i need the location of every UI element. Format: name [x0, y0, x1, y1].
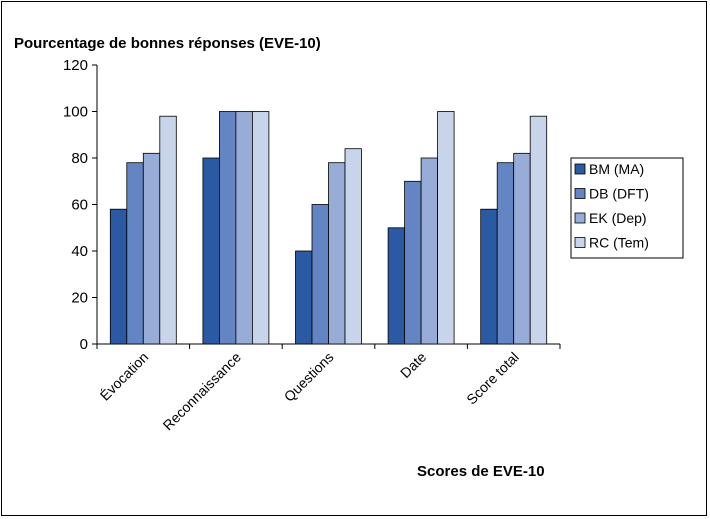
bar-bm-ma-reconnaissance	[202, 157, 220, 345]
x-tick-label-reconnaissance: Reconnaissance	[160, 349, 245, 434]
x-tick-label-evocation: Évocation	[97, 349, 152, 404]
bar-db-dft-evocation	[126, 162, 144, 345]
bar-rc-tem-reconnaissance	[251, 111, 270, 345]
bar-db-dft-score-total	[496, 162, 515, 345]
legend-swatch-ek-dep	[574, 212, 586, 224]
legend-swatch-bm-ma	[574, 163, 586, 175]
bar-rc-tem-score-total	[529, 115, 548, 345]
x-tick-label-score-total: Score total	[463, 349, 522, 408]
bar-bm-ma-evocation	[109, 208, 128, 345]
bar-ek-dep-questions	[328, 162, 346, 345]
bar-bm-ma-questions	[295, 250, 313, 345]
bar-bm-ma-score-total	[480, 208, 498, 345]
bar-db-dft-date	[404, 180, 422, 345]
y-tick-label: 60	[71, 197, 88, 214]
y-tick-label: 100	[63, 104, 88, 121]
plot-area: 0 20 40 60 80 100 120 Évocation Reconnaissance Qu…	[63, 57, 561, 434]
y-tick-label: 40	[71, 243, 88, 260]
legend-label-rc-tem: RC (Tem)	[589, 235, 649, 251]
bar-ek-dep-date	[420, 157, 439, 345]
legend-label-db-dft: DB (DFT)	[589, 186, 649, 202]
bar-rc-tem-evocation	[159, 115, 177, 345]
legend-swatch-rc-tem	[574, 237, 586, 248]
legend: BM (MA) DB (DFT) EK (Dep) RC (Tem)	[570, 157, 684, 259]
bar-db-dft-questions	[311, 204, 329, 345]
bar-db-dft-reconnaissance	[218, 111, 237, 345]
legend-box	[570, 157, 684, 259]
y-tick-label: 80	[71, 150, 88, 167]
bar-ek-dep-reconnaissance	[235, 111, 253, 345]
x-axis-title: Scores de EVE-10	[417, 463, 545, 480]
legend-label-ek-dep: EK (Dep)	[589, 210, 647, 226]
x-tick-label-questions: Questions	[281, 349, 337, 405]
y-tick-label: 120	[63, 57, 88, 74]
bar-ek-dep-evocation	[142, 152, 161, 345]
y-axis-title: Pourcentage de bonnes réponses (EVE-10)	[14, 35, 321, 52]
bar-rc-tem-questions	[344, 148, 362, 345]
y-tick-label: 20	[71, 290, 88, 307]
legend-label-bm-ma: BM (MA)	[589, 161, 644, 177]
x-tick-label-date: Date	[397, 349, 429, 381]
bar-rc-tem-date	[437, 111, 455, 345]
legend-swatch-db-dft	[574, 188, 586, 199]
bar-ek-dep-score-total	[513, 152, 531, 345]
y-tick-label: 0	[80, 336, 88, 353]
bar-bm-ma-date	[387, 227, 406, 345]
